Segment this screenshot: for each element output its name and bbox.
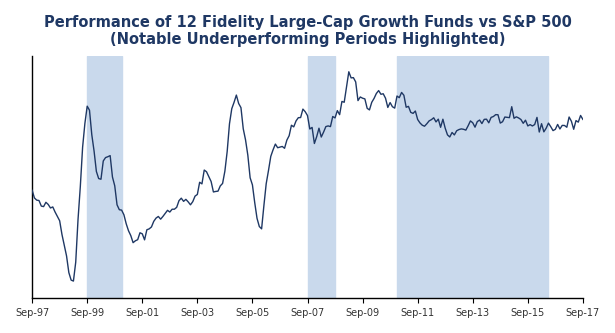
Bar	[397, 56, 549, 298]
Bar	[87, 56, 122, 298]
Title: Performance of 12 Fidelity Large-Cap Growth Funds vs S&P 500
(Notable Underperfo: Performance of 12 Fidelity Large-Cap Gro…	[44, 15, 571, 47]
Bar	[308, 56, 335, 298]
